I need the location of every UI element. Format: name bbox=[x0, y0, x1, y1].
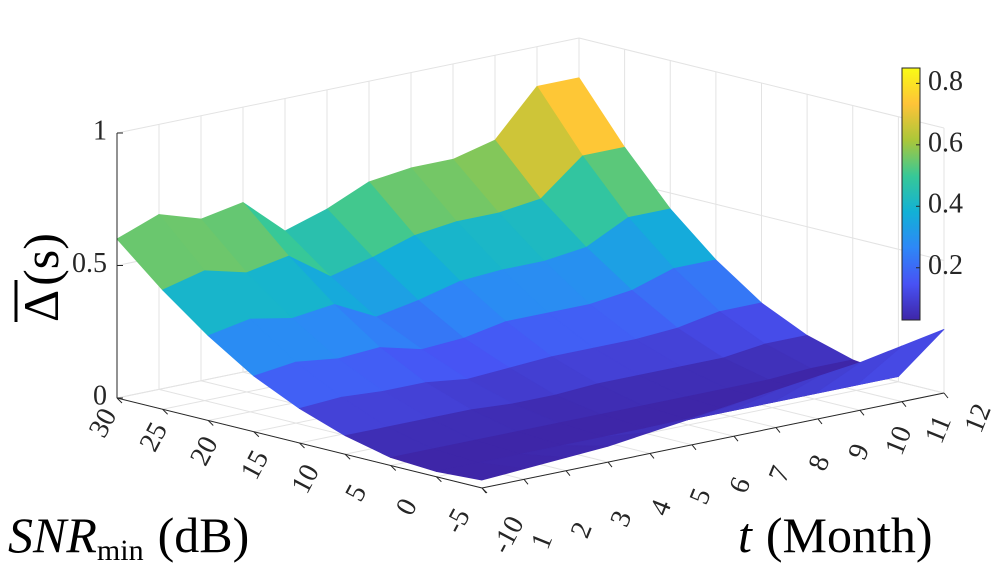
x-tick-label: 25 bbox=[134, 417, 175, 456]
x-label-sub: min bbox=[97, 534, 144, 567]
y-tick-label: 8 bbox=[803, 451, 837, 476]
surface bbox=[116, 77, 945, 481]
x-tick-label: 15 bbox=[235, 445, 276, 484]
y-tick-label: 1 bbox=[525, 529, 559, 554]
tick-mark bbox=[299, 442, 305, 449]
y-tick-label: 4 bbox=[644, 495, 678, 520]
tick-mark bbox=[733, 435, 739, 442]
z-label-unit: (s) bbox=[13, 233, 69, 286]
tick-mark bbox=[817, 418, 823, 425]
x-tick-label: 10 bbox=[285, 459, 326, 498]
tick-mark bbox=[390, 465, 397, 471]
y-tick-label: 6 bbox=[723, 473, 757, 498]
z-tick-label: 1 bbox=[93, 115, 107, 146]
y-axis-label: t (Month) bbox=[738, 507, 933, 563]
tick-mark bbox=[162, 408, 168, 415]
x-tick-label: 0 bbox=[390, 494, 424, 521]
tick-mark bbox=[859, 409, 865, 416]
x-tick-label: -5 bbox=[438, 503, 476, 538]
tick-mark bbox=[565, 470, 571, 477]
y-label-main: t bbox=[738, 507, 753, 563]
y-tick-label: 9 bbox=[842, 439, 876, 464]
x-tick-label: 20 bbox=[184, 431, 225, 470]
x-axis-label: SNRmin (dB) bbox=[8, 507, 249, 567]
tick-mark bbox=[436, 476, 442, 483]
tick-mark bbox=[523, 479, 529, 485]
surface-cell bbox=[855, 328, 945, 386]
z-tick-label: 0 bbox=[93, 380, 107, 411]
z-axis-label: Δ (s) bbox=[13, 233, 69, 322]
tick-mark bbox=[649, 453, 655, 459]
y-label-unit: (Month) bbox=[766, 507, 933, 563]
y-tick-label: 11 bbox=[919, 411, 958, 448]
tick-mark bbox=[344, 453, 351, 460]
tick-mark bbox=[901, 401, 907, 407]
x-label-main: SNR bbox=[8, 507, 97, 563]
y-tick-label: 5 bbox=[684, 484, 718, 509]
colorbar-tick-label: 0.2 bbox=[928, 250, 963, 281]
grid-line bbox=[578, 37, 945, 129]
tick-mark bbox=[775, 427, 781, 433]
surface-cell bbox=[435, 462, 525, 481]
colorbar-tick-label: 0.4 bbox=[928, 189, 963, 220]
x-label-unit: (dB) bbox=[158, 507, 250, 563]
x-tick-label: 5 bbox=[339, 480, 373, 507]
y-axis-line bbox=[481, 392, 945, 489]
y-tick-label: 7 bbox=[763, 462, 797, 487]
y-tick-label: 2 bbox=[565, 518, 599, 543]
z-tick-label: 0.5 bbox=[72, 248, 107, 279]
tick-mark bbox=[116, 397, 123, 404]
tick-mark bbox=[253, 431, 260, 438]
colorbar-tick-label: 0.6 bbox=[928, 127, 963, 158]
colorbar-tick-label: 0.8 bbox=[928, 66, 963, 97]
grid-line bbox=[116, 37, 580, 134]
tick-mark bbox=[691, 444, 697, 451]
tick-mark bbox=[481, 487, 487, 494]
y-tick-label: 3 bbox=[604, 507, 638, 532]
colorbar-scale bbox=[901, 67, 921, 321]
y-tick-label: 12 bbox=[958, 399, 996, 437]
z-label-main: Δ bbox=[13, 290, 69, 322]
x-tick-label: -10 bbox=[486, 511, 531, 559]
tick-mark bbox=[207, 420, 214, 426]
tick-mark bbox=[607, 461, 613, 468]
y-tick-label: 10 bbox=[879, 422, 918, 460]
colorbar: 0.2 0.4 0.6 0.8 bbox=[901, 66, 963, 321]
tick-mark bbox=[943, 392, 949, 399]
